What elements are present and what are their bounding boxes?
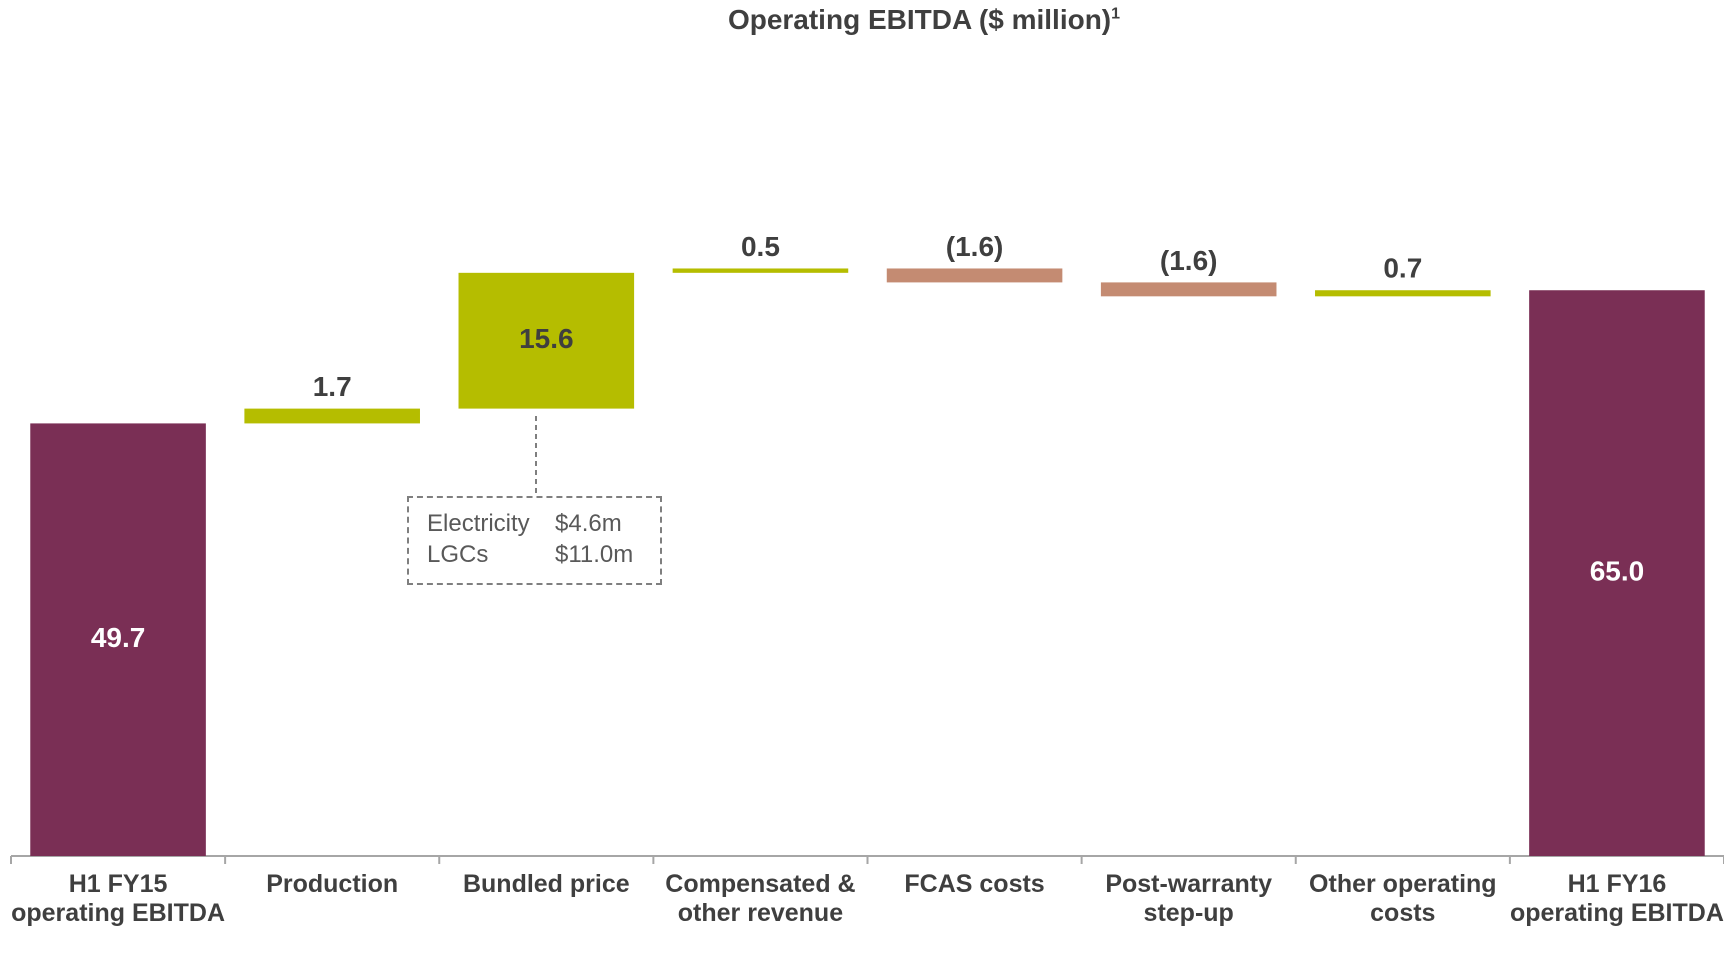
title-text: Operating EBITDA ($ million) <box>727 4 1112 35</box>
x-tick-label: Post-warranty step-up <box>1105 870 1273 927</box>
x-tick-label: Production <box>266 870 399 898</box>
annotation-row: LGCs $11.0m <box>427 539 660 570</box>
annotation-row: Electricity $4.6m <box>427 508 660 539</box>
bar <box>1315 290 1491 297</box>
value-label: 0.7 <box>1383 253 1422 284</box>
annotation-label: Electricity <box>427 510 530 537</box>
bar <box>244 408 420 424</box>
x-tick-label: Compensated & other revenue <box>665 870 856 927</box>
chart-title: Operating EBITDA ($ million)1 <box>524 4 1324 36</box>
value-label: 65.0 <box>1590 556 1645 587</box>
value-label: 0.5 <box>741 231 780 262</box>
bar <box>886 268 1063 283</box>
x-tick-label: FCAS costs <box>904 870 1045 898</box>
value-label: 49.7 <box>91 622 146 653</box>
annotation-label: LGCs <box>427 541 489 568</box>
value-label: 1.7 <box>313 371 352 402</box>
title-footnote: 1 <box>1111 5 1121 23</box>
x-tick-label: H1 FY16 operating EBITDA <box>1509 870 1724 927</box>
annotation-value: $11.0m <box>555 541 634 568</box>
x-tick-label: H1 FY15 operating EBITDA <box>11 870 226 927</box>
value-label: 15.6 <box>519 323 574 354</box>
x-tick-label: Bundled price <box>462 870 630 898</box>
bar <box>458 272 635 409</box>
annotation-value: $4.6m <box>555 510 622 537</box>
bar <box>30 423 206 856</box>
value-label: (1.6) <box>1160 245 1218 276</box>
value-label: (1.6) <box>946 231 1004 262</box>
bar <box>1529 290 1705 856</box>
bar <box>672 268 849 273</box>
x-tick-label: Other operating costs <box>1309 870 1497 927</box>
bar <box>1100 282 1277 297</box>
annotation-box: Electricity $4.6m LGCs $11.0m <box>407 496 662 585</box>
